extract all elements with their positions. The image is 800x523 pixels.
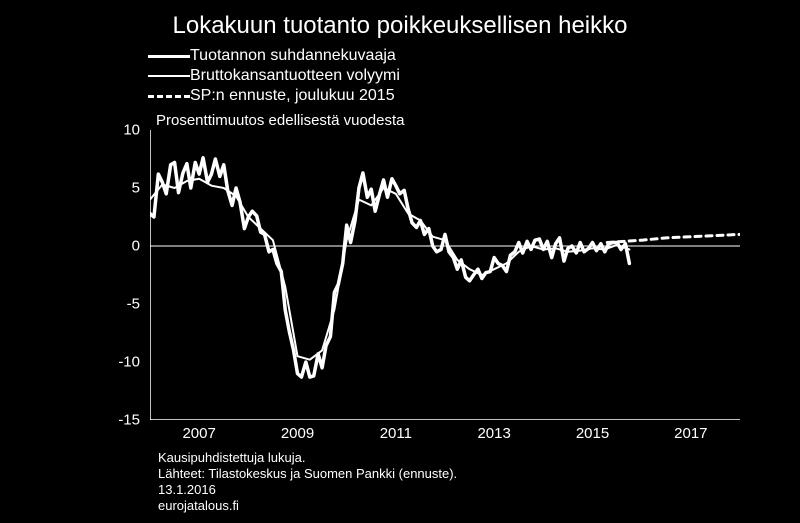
y-tick-label: 0 xyxy=(100,238,140,255)
y-tick-label: -5 xyxy=(100,296,140,313)
x-tick-label: 2011 xyxy=(380,425,412,442)
legend-label-1: Tuotannon suhdannekuvaaja xyxy=(190,47,396,65)
legend-item-2: Bruttokansantuotteen volyymi xyxy=(148,66,400,86)
y-tick-label: 5 xyxy=(100,180,140,197)
series-thin xyxy=(150,179,629,360)
legend-swatch-thick xyxy=(148,46,190,66)
x-tick-label: 2007 xyxy=(182,425,215,442)
legend-item-1: Tuotannon suhdannekuvaaja xyxy=(148,46,400,66)
x-tick-label: 2009 xyxy=(281,425,314,442)
footnote-3: 13.1.2016 xyxy=(158,482,216,497)
legend: Tuotannon suhdannekuvaaja Bruttokansantu… xyxy=(148,46,400,106)
x-tick-label: 2013 xyxy=(477,425,510,442)
y-tick-label: 10 xyxy=(100,122,140,139)
y-tick-label: -10 xyxy=(100,354,140,371)
chart-subtitle: Prosenttimuutos edellisestä vuodesta xyxy=(156,112,404,129)
x-tick-label: 2017 xyxy=(674,425,707,442)
plot-svg xyxy=(150,130,740,420)
legend-swatch-dashed xyxy=(148,86,190,106)
footnote-4: eurojatalous.fi xyxy=(158,498,239,513)
legend-swatch-thin xyxy=(148,66,190,86)
series-dashed xyxy=(607,234,740,242)
footnote-1: Kausipuhdistettuja lukuja. xyxy=(158,450,305,465)
legend-label-3: SP:n ennuste, joulukuu 2015 xyxy=(190,87,395,105)
footnote-2: Lähteet: Tilastokeskus ja Suomen Pankki … xyxy=(158,466,457,481)
y-tick-label: -15 xyxy=(100,412,140,429)
legend-label-2: Bruttokansantuotteen volyymi xyxy=(190,67,400,85)
x-tick-label: 2015 xyxy=(576,425,609,442)
chart-title: Lokakuun tuotanto poikkeuksellisen heikk… xyxy=(0,12,800,40)
legend-item-3: SP:n ennuste, joulukuu 2015 xyxy=(148,86,400,106)
axis-frame xyxy=(150,130,740,420)
chart-container: Lokakuun tuotanto poikkeuksellisen heikk… xyxy=(0,0,800,523)
